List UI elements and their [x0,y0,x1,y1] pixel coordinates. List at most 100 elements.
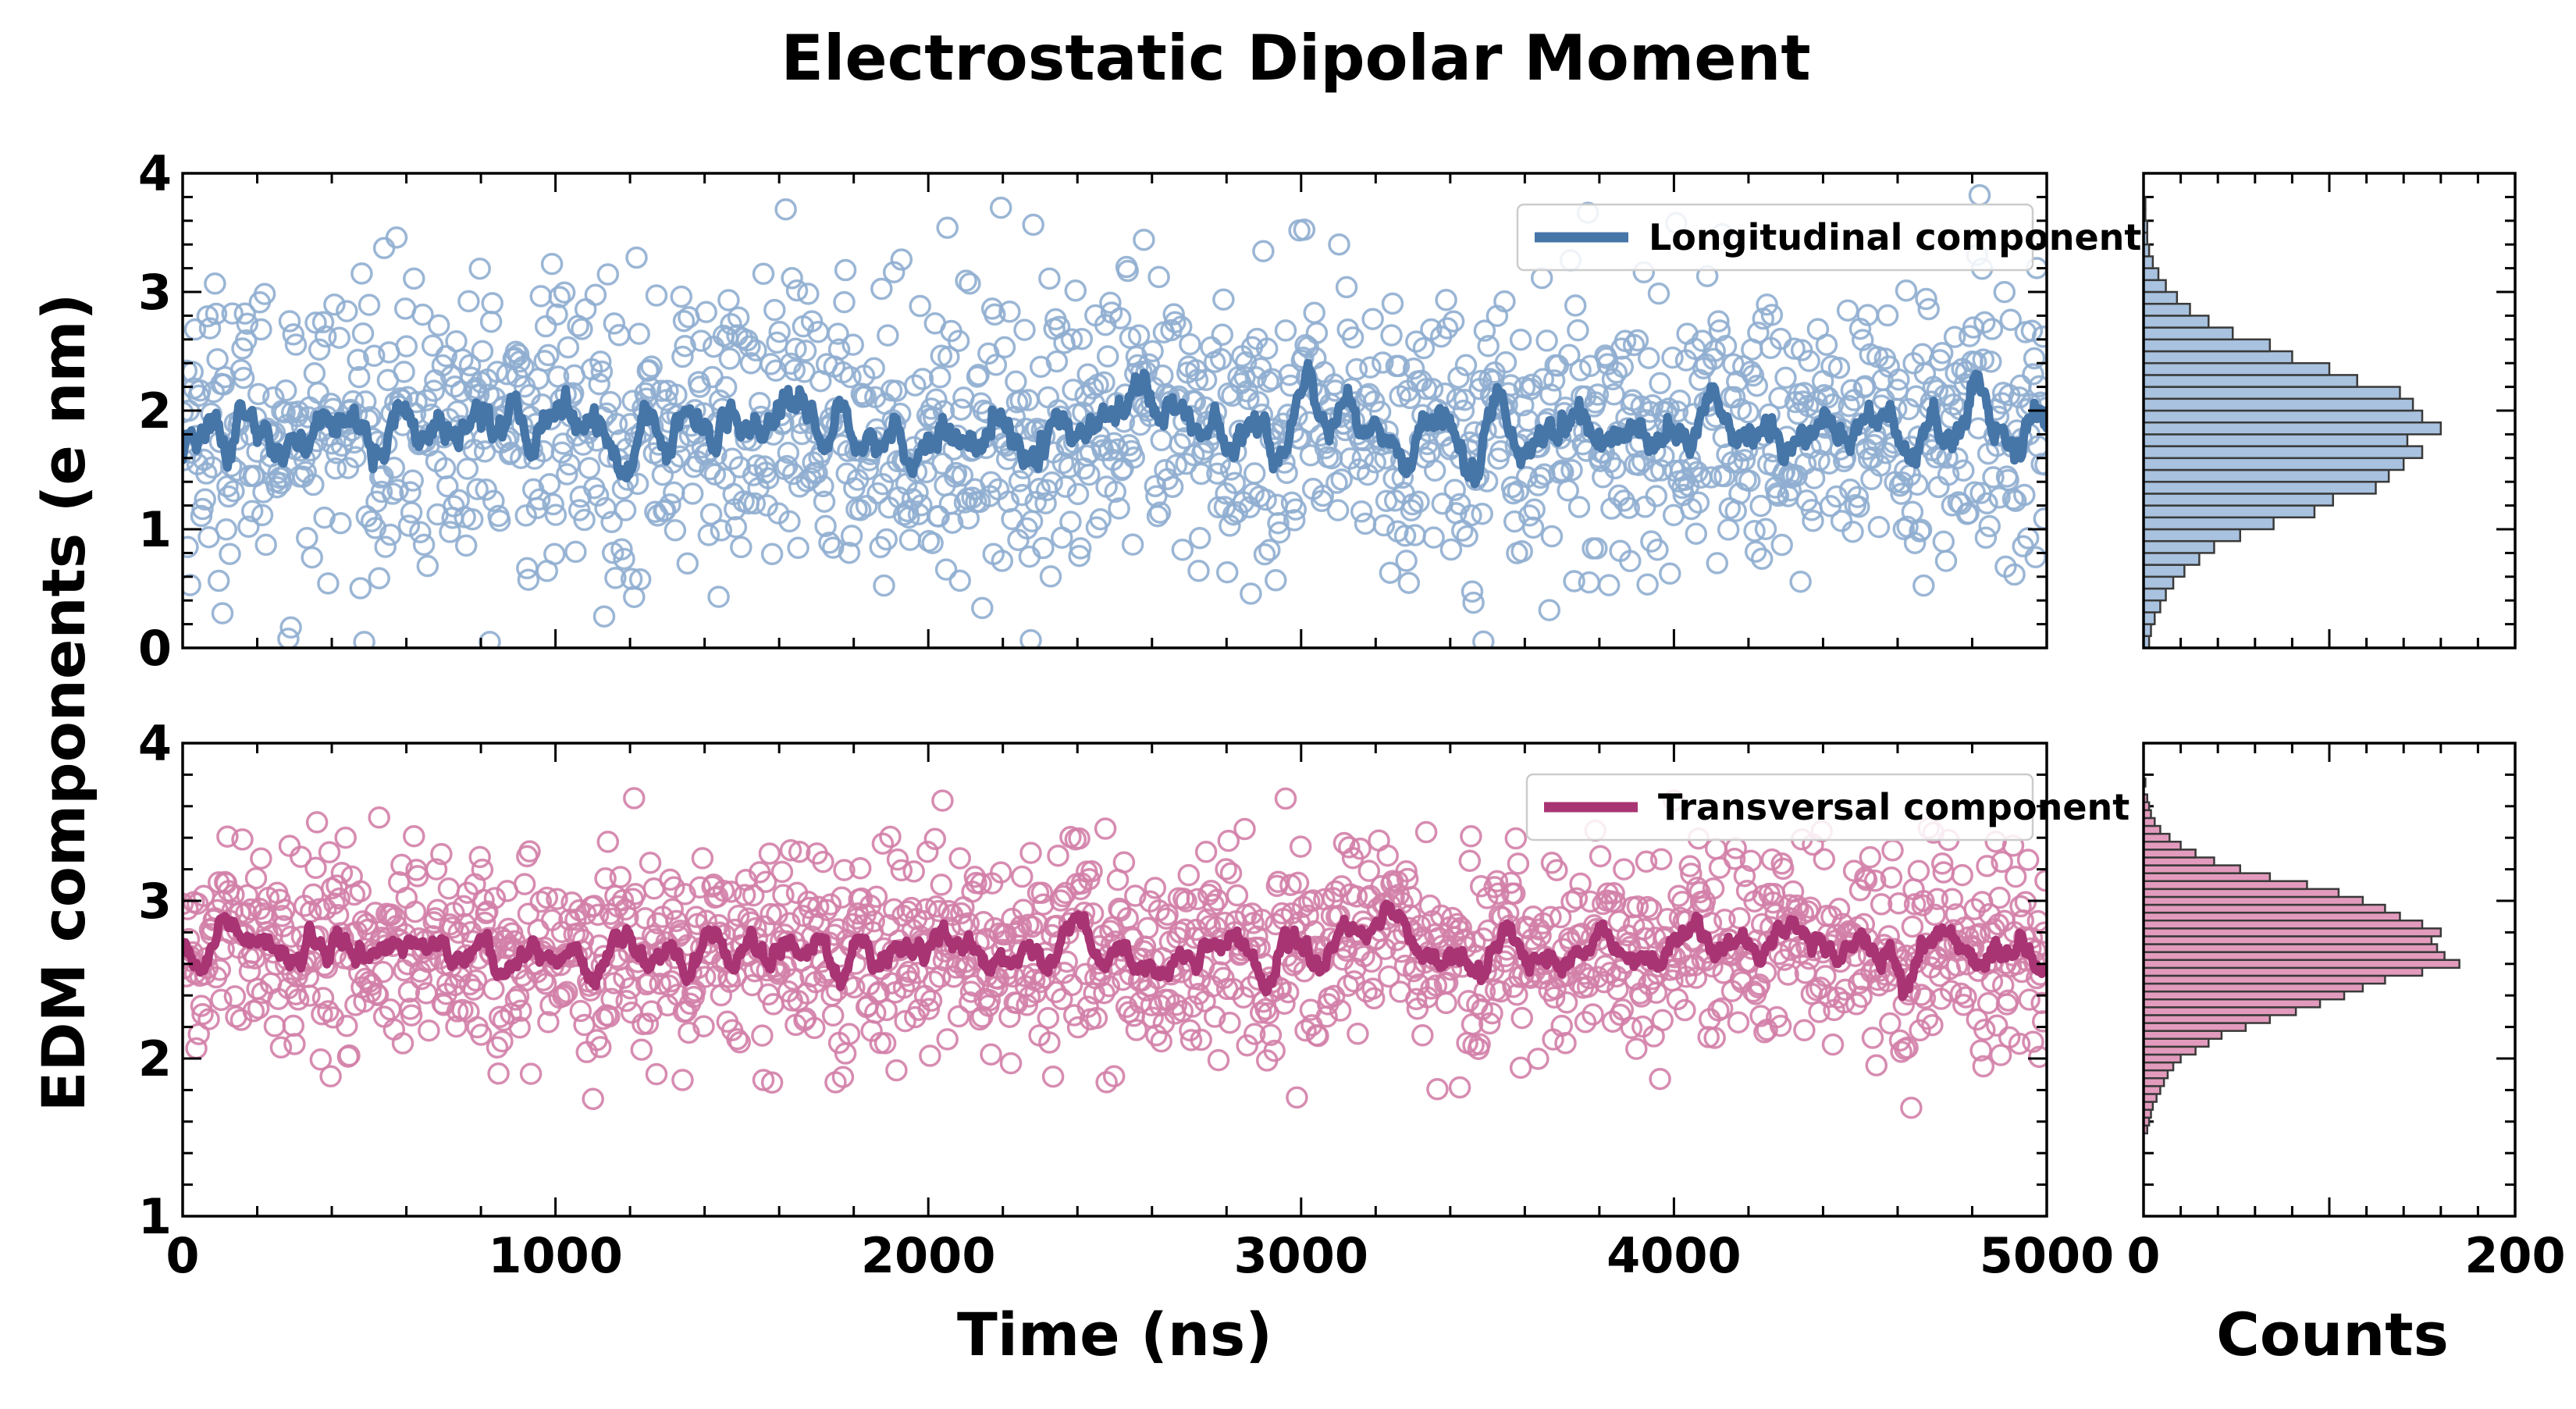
scatter-point [1901,500,1924,524]
histogram-bar [2144,255,2154,269]
scatter-point [430,842,453,866]
scatter-point [334,826,357,849]
scatter-point [219,543,241,565]
scatter-point [1494,350,1517,374]
histogram-bar [2144,1085,2161,1095]
scatter-point [1328,233,1350,256]
scatter-point [215,518,238,541]
scatter-point [834,258,857,282]
scatter-point [468,257,491,280]
histogram-bar [2144,824,2161,835]
scatter-point [1070,327,1094,350]
scatter-point [936,1028,959,1051]
scatter-point [1112,851,1136,874]
scatter-point [691,847,714,870]
scatter-point [1209,347,1233,371]
scatter-point [763,298,786,322]
scatter-point [1802,510,1824,532]
scatter-point [1116,259,1139,283]
scatter-point [304,856,327,880]
scatter-point [1085,1006,1108,1030]
scatter-point [1435,991,1457,1015]
scatter-point [870,277,893,301]
scatter-point [1542,369,1566,392]
scatter-point [400,501,423,524]
scatter-point [426,898,449,922]
scatter-point [604,567,627,589]
scatter-point [416,554,439,578]
scatter-point [781,968,805,991]
scatter-point [1141,340,1164,363]
scatter-point [1745,374,1769,397]
scatter-point [1728,907,1751,930]
scatter-point [461,508,484,531]
scatter-point [2031,1010,2047,1033]
scatter-point [930,874,953,896]
scatter-point [457,290,480,313]
scatter-point [833,290,856,314]
scatter-point [1493,290,1516,313]
scatter-point [1589,845,1612,868]
scatter-point [1703,340,1726,362]
scatter-point [439,521,461,543]
legend: Transversal component [1525,773,2129,841]
scatter-point [1022,213,1044,237]
scatter-point [1293,218,1316,241]
scatter-point [1345,885,1368,908]
scatter-point [1836,299,1859,322]
scatter-point [550,441,574,464]
scatter-point [690,329,713,352]
scatter-point [1798,350,1820,372]
scatter-point [290,845,312,868]
scatter-point [382,1018,406,1041]
scatter-point [1649,372,1671,395]
scatter-point [678,1021,700,1044]
scatter-point [726,1027,749,1051]
scatter-point [217,485,240,508]
scatter-point [1068,544,1091,568]
scatter-point [760,543,784,566]
scatter-point [871,472,895,496]
scatter-point [1968,183,1991,207]
scatter-point [283,1033,306,1055]
scatter-point [311,311,335,334]
scatter-point [486,1036,509,1059]
histogram-bar [2144,279,2167,294]
scatter-point [1957,502,1980,525]
scatter-point [1626,329,1649,352]
scatter-point [1680,863,1703,885]
scatter-point [307,381,329,404]
x-tick-label: 4000 [1606,1227,1742,1284]
scatter-point [194,488,216,511]
scatter-point [204,272,226,295]
y-tick-label: 0 [138,620,172,677]
scatter-point [385,226,408,249]
scatter-point [653,499,677,522]
scatter-point [1387,354,1411,378]
scatter-point [1573,962,1596,985]
scatter-point [1102,1065,1126,1087]
scatter-point [720,881,742,903]
scatter-point [1827,356,1851,379]
scatter-point [1414,820,1438,844]
scatter-point [932,948,955,972]
scatter-point [760,902,782,926]
scatter-point [1029,970,1052,994]
histogram-bar [2144,880,2308,891]
scatter-point [676,552,699,575]
histogram-bar [2144,493,2335,507]
scatter-point [2003,563,2026,586]
histogram-bar [2144,832,2171,843]
scatter-point [1742,364,1765,387]
scatter-point [1439,538,1463,561]
scatter-point [486,361,509,383]
scatter-point [250,318,272,341]
scatter-point [1062,379,1084,401]
scatter-point [599,390,622,414]
scatter-point [191,497,214,521]
scatter-point [548,286,571,308]
scatter-point [2008,386,2031,409]
scatter-point [1150,1030,1172,1053]
scatter-point [1509,1056,1532,1080]
y-tick-label: 3 [138,873,172,930]
